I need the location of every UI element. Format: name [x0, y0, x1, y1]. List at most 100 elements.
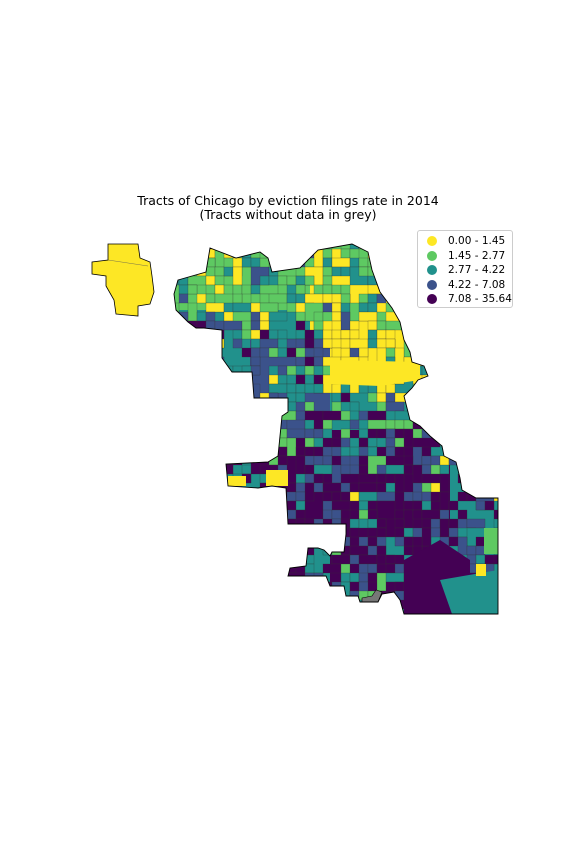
tract	[484, 500, 495, 511]
tract	[358, 518, 369, 529]
tract	[187, 248, 198, 259]
tract	[439, 401, 450, 412]
tract	[214, 563, 234, 574]
tract	[250, 563, 261, 574]
tract	[358, 473, 378, 484]
tract	[268, 392, 279, 412]
tract	[376, 311, 387, 322]
tract	[403, 509, 414, 529]
tract	[174, 419, 189, 430]
tract	[493, 491, 498, 502]
tract	[174, 410, 180, 421]
tract	[439, 464, 450, 475]
tract	[268, 581, 279, 601]
tract	[295, 257, 306, 268]
tract	[457, 365, 477, 376]
tract	[241, 410, 252, 421]
tract	[268, 311, 288, 322]
tract	[196, 473, 207, 493]
tract	[322, 590, 342, 601]
tract	[349, 509, 360, 520]
tract	[412, 464, 423, 484]
tract	[322, 419, 333, 430]
tract	[187, 554, 198, 574]
tract	[187, 374, 198, 385]
tract	[295, 320, 306, 331]
tract	[358, 244, 369, 250]
tract	[174, 536, 189, 547]
tract	[412, 446, 423, 466]
tract	[241, 392, 252, 403]
tract	[196, 572, 207, 583]
tract	[214, 437, 225, 448]
tract	[259, 545, 270, 556]
tract	[187, 401, 207, 412]
tract	[259, 527, 270, 538]
tract	[367, 437, 378, 448]
tract	[448, 365, 459, 385]
tract	[448, 311, 459, 322]
tract	[367, 536, 378, 547]
tract	[358, 572, 369, 583]
tract	[241, 563, 261, 574]
tract	[457, 320, 468, 340]
tract	[187, 347, 207, 358]
tract	[250, 311, 261, 322]
tract	[385, 482, 396, 493]
tract	[349, 419, 360, 430]
tract	[295, 500, 306, 511]
tract	[259, 338, 279, 349]
tract	[232, 428, 243, 439]
tract	[205, 482, 216, 493]
tract	[241, 590, 252, 601]
tract	[457, 428, 468, 439]
tract	[430, 491, 441, 502]
tract	[304, 419, 315, 430]
tract	[214, 428, 234, 439]
tract	[196, 563, 207, 574]
tract	[232, 338, 243, 349]
tract	[313, 572, 324, 583]
tract	[475, 365, 486, 376]
tract	[174, 554, 189, 565]
tract	[241, 383, 261, 403]
tract	[295, 446, 306, 457]
tract	[268, 329, 279, 340]
tract	[205, 338, 225, 349]
tract	[214, 554, 234, 574]
tract	[295, 392, 306, 403]
tract	[340, 248, 351, 259]
tract	[277, 419, 288, 430]
tract	[421, 338, 432, 358]
tract	[232, 401, 243, 421]
tract	[493, 356, 498, 367]
tract	[268, 347, 279, 358]
tract	[187, 383, 207, 394]
tract	[340, 428, 351, 439]
tract	[340, 266, 351, 277]
tract	[250, 356, 261, 367]
tract	[277, 428, 288, 439]
tract	[304, 590, 315, 610]
tract	[286, 293, 297, 304]
tract	[214, 275, 225, 286]
tract	[241, 464, 252, 475]
tract	[304, 473, 315, 484]
tract	[232, 608, 243, 614]
tract	[223, 590, 234, 601]
tract	[268, 509, 279, 520]
tract	[421, 527, 432, 547]
tract	[196, 509, 207, 520]
tract	[331, 266, 342, 277]
tract	[295, 581, 315, 592]
tract	[322, 536, 333, 547]
legend-item: 0.00 - 1.45	[422, 234, 508, 249]
tract	[277, 248, 288, 259]
tract	[367, 608, 378, 614]
tract	[250, 338, 261, 349]
legend-swatch	[427, 294, 437, 305]
tract	[241, 581, 252, 592]
tract	[187, 419, 198, 430]
tract	[367, 320, 378, 331]
tract	[376, 257, 387, 277]
